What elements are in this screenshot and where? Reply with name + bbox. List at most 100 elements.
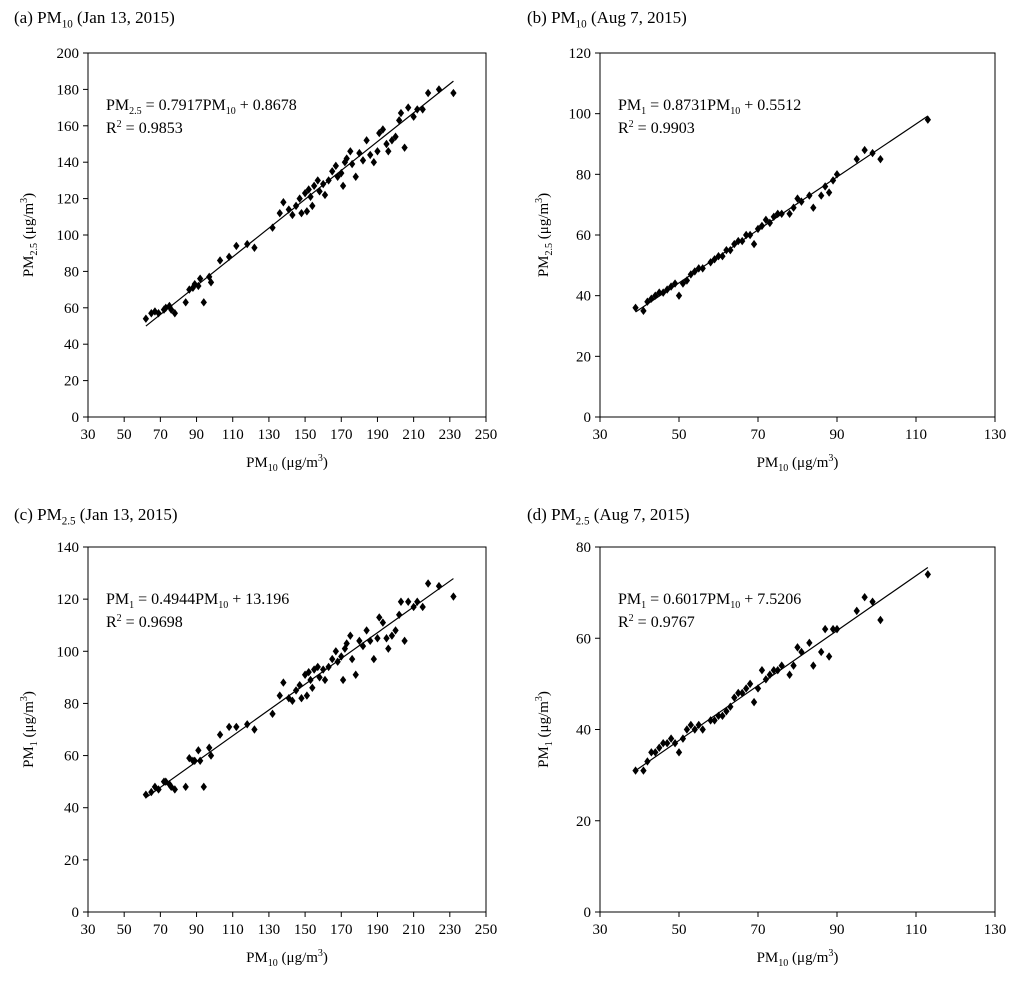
y-tick-label: 80 [64, 264, 79, 280]
y-tick-label: 140 [57, 155, 80, 171]
y-tick-label: 40 [576, 289, 591, 305]
y-tick-label: 60 [64, 301, 79, 317]
data-point [269, 223, 276, 232]
panel-c-label-suffix: (Jan 13, 2015) [75, 505, 178, 524]
x-tick-label: 130 [984, 922, 1007, 938]
x-tick-label: 170 [330, 427, 353, 443]
x-tick-label: 70 [153, 922, 168, 938]
data-point [652, 748, 659, 757]
data-point [401, 636, 408, 646]
data-point [806, 191, 813, 200]
x-tick-label: 70 [751, 427, 766, 443]
y-tick-label: 160 [57, 119, 80, 135]
data-point [339, 181, 347, 191]
data-point [374, 634, 381, 643]
data-point [142, 790, 150, 799]
data-point [182, 298, 189, 307]
panel-d-label-prefix: (d) PM [527, 505, 576, 524]
r-squared: R2 = 0.9698 [106, 613, 183, 631]
data-point [303, 691, 311, 700]
panel-b-label-prefix: (b) PM [527, 8, 576, 27]
data-point [374, 147, 381, 156]
data-point [419, 105, 426, 114]
data-point [244, 239, 251, 249]
data-point [766, 670, 773, 679]
data-point [786, 209, 793, 218]
y-tick-label: 0 [72, 410, 80, 426]
data-point [778, 661, 785, 670]
panel-a-label-prefix: (a) PM [14, 8, 62, 27]
data-point [334, 172, 341, 181]
y-tick-label: 0 [72, 905, 80, 921]
data-point [388, 136, 396, 145]
data-point [750, 697, 758, 707]
data-point [822, 182, 829, 191]
data-point [305, 185, 312, 194]
data-point [325, 662, 332, 672]
data-point [338, 168, 345, 178]
data-point [695, 720, 702, 730]
data-point [675, 748, 683, 757]
data-point [233, 722, 240, 732]
data-point [148, 787, 155, 797]
x-tick-label: 70 [751, 922, 766, 938]
data-point [739, 236, 746, 246]
data-point [419, 602, 426, 612]
x-tick-label: 210 [402, 922, 425, 938]
y-tick-label: 60 [64, 749, 79, 765]
data-point [332, 161, 339, 171]
data-point [699, 725, 706, 734]
data-point [410, 112, 417, 121]
data-point [786, 670, 793, 679]
data-point [309, 201, 316, 211]
data-point [774, 665, 781, 675]
data-point [314, 176, 321, 185]
data-point [269, 709, 276, 719]
data-point [450, 592, 457, 601]
data-point [320, 665, 327, 674]
data-point [861, 145, 868, 155]
data-point [723, 245, 730, 255]
data-point [853, 154, 860, 164]
x-axis-title: PM10 (μg/m3) [246, 948, 328, 969]
data-point [652, 291, 659, 300]
y-tick-label: 80 [576, 167, 591, 183]
data-point [370, 654, 377, 664]
data-point [671, 279, 679, 288]
y-axis-title: PM2.5 (μg/m3) [19, 193, 40, 277]
x-tick-label: 110 [905, 427, 927, 443]
data-point [329, 654, 336, 664]
x-tick-label: 130 [258, 427, 281, 443]
data-point [435, 85, 443, 94]
y-tick-label: 40 [64, 801, 79, 817]
data-point [746, 230, 754, 240]
y-tick-label: 100 [57, 644, 80, 660]
data-point [731, 693, 738, 702]
data-point [679, 734, 687, 743]
data-point [656, 743, 663, 752]
x-tick-label: 50 [672, 427, 687, 443]
x-axis-title: PM10 (μg/m3) [757, 948, 839, 969]
data-point [818, 191, 825, 200]
panel-b-label: (b) PM10 (Aug 7, 2015) [527, 8, 687, 30]
data-point [727, 245, 734, 255]
panel-c: (c) PM2.5 (Jan 13, 2015) 30 50 70 90 110 130 1… [0, 497, 515, 987]
data-point [280, 678, 287, 687]
data-point [276, 208, 283, 218]
data-point [861, 592, 868, 602]
x-tick-label: 50 [672, 922, 687, 938]
data-point [301, 188, 309, 198]
panel-a-label: (a) PM10 (Jan 13, 2015) [14, 8, 175, 30]
data-point [307, 675, 314, 685]
data-point [687, 720, 694, 730]
data-point [347, 147, 354, 156]
panel-d: (d) PM2.5 (Aug 7, 2015) 30 50 70 90 110 130 0 2… [515, 497, 1030, 987]
data-point [778, 209, 785, 218]
regression-equation: PM1 = 0.8731PM10 + 0.5512 [618, 97, 801, 117]
r-squared: R2 = 0.9767 [618, 613, 695, 631]
data-point [715, 711, 722, 721]
x-tick-label: 130 [984, 427, 1007, 443]
data-point [660, 738, 667, 748]
data-point [719, 252, 726, 261]
y-tick-label: 180 [57, 82, 80, 98]
